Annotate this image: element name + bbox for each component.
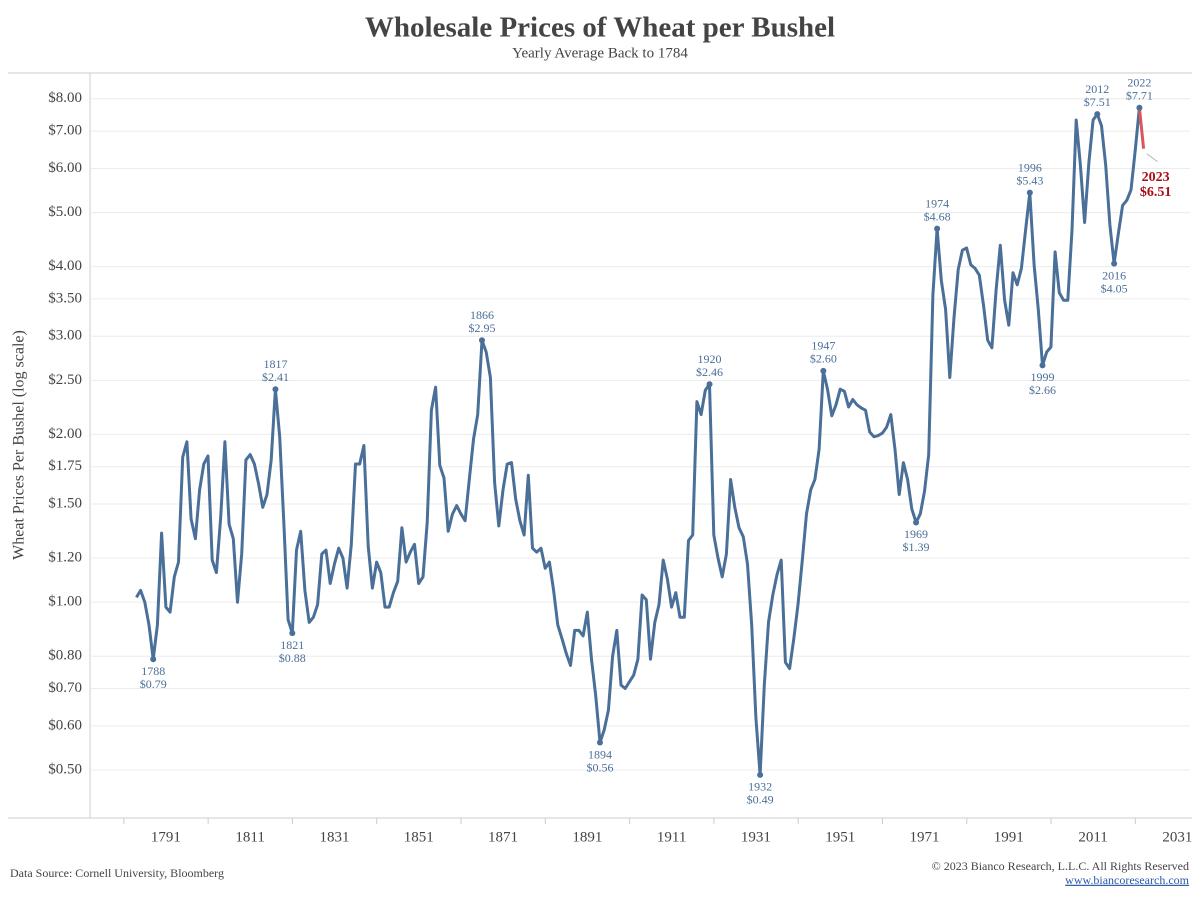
y-tick-label: $0.50 [48,761,82,777]
x-tick-label: 1791 [151,829,181,845]
annotation-value: $2.41 [262,370,289,384]
chart-subtitle: Yearly Average Back to 1784 [512,45,688,61]
annotation-value: $1.39 [903,540,930,554]
copyright: © 2023 Bianco Research, L.L.C. All Right… [932,859,1189,873]
x-tick-label: 1891 [572,829,602,845]
y-tick-label: $1.00 [48,594,82,610]
annotation-dot [272,386,279,393]
y-tick-label: $3.00 [48,328,82,344]
annotation-year: 1894 [588,747,612,761]
annotation-dot [289,630,296,637]
annotation-year: 1920 [698,352,722,366]
annotation-value: $0.56 [586,760,613,774]
x-tick-label: 1871 [488,829,518,845]
annotation-value: $2.46 [696,365,723,379]
y-tick-label: $0.60 [48,717,82,733]
y-tick-label: $1.75 [48,458,82,474]
annotation-dot [1136,104,1143,111]
annotation-value: $5.43 [1016,173,1043,187]
x-tick-label: 1911 [657,829,686,845]
annotation-year: 1817 [263,357,287,371]
y-tick-label: $6.00 [48,160,82,176]
annotation-dot [757,771,764,778]
x-tick-label: 1831 [319,829,349,845]
leader-line [1146,153,1158,163]
x-tick-label: 1991 [994,829,1024,845]
annotation-value: $4.05 [1101,281,1128,295]
annotation-dot [1111,260,1118,267]
annotation-year: 2022 [1127,75,1151,89]
annotation-value: $2.60 [810,352,837,366]
annotation-value: $0.79 [140,677,167,691]
x-tick-label: 1971 [909,829,939,845]
annotation-year: 1999 [1030,370,1054,384]
price-line [1137,107,1146,149]
x-tick-label: 2031 [1162,829,1192,845]
y-tick-label: $8.00 [48,90,82,106]
annotation-value: $7.51 [1084,95,1111,109]
annotation-dot [596,739,603,746]
y-tick-label: $2.00 [48,426,82,442]
annotation-dot [934,225,941,232]
x-tick-label: 1851 [404,829,434,845]
x-tick-label: 1811 [235,829,264,845]
x-tick-label: 1931 [741,829,771,845]
price-line [135,107,1141,777]
annotation-value: $2.95 [468,321,495,335]
annotation-value: $4.68 [924,209,951,223]
annotation-dot [820,367,827,374]
source: Data Source: Cornell University, Bloombe… [10,866,224,880]
y-tick-label: $5.00 [48,204,82,220]
annotation-year: 2012 [1085,82,1109,96]
y-tick-label: $0.80 [48,648,82,664]
y-tick-label: $1.20 [48,549,82,565]
annotation-dot [1039,362,1046,369]
annotation-year: 2023 [1142,170,1170,185]
y-tick-label: $3.50 [48,290,82,306]
annotation-year: 1788 [141,664,165,678]
chart-title: Wholesale Prices of Wheat per Bushel [365,12,835,44]
annotation-year: 1974 [925,196,949,210]
y-tick-label: $2.50 [48,372,82,388]
annotation-dot [150,656,157,663]
annotation-dot [1026,189,1033,196]
y-tick-label: $4.00 [48,258,82,274]
annotation-value: $0.88 [279,651,306,665]
annotation-dot [478,337,485,344]
x-tick-label: 1951 [825,829,855,845]
annotation-year: 1866 [470,308,494,322]
annotation-year: 1996 [1018,160,1042,174]
annotation-value: $2.66 [1029,383,1056,397]
y-tick-label: $1.50 [48,495,82,511]
annotation-value: $0.49 [747,793,774,807]
annotation-dot [1094,111,1101,118]
annotation-year: 2016 [1102,268,1126,282]
annotation-year: 1821 [280,638,304,652]
y-tick-label: $0.70 [48,680,82,696]
annotation-dot [706,381,713,388]
annotation-year: 1947 [811,339,835,353]
annotation-year: 1932 [748,780,772,794]
y-tick-label: $7.00 [48,123,82,139]
annotation-value: $6.51 [1140,185,1172,200]
x-tick-label: 2011 [1078,829,1107,845]
annotation-value: $7.71 [1126,88,1153,102]
annotation-dot [913,519,920,526]
annotation-year: 1969 [904,527,928,541]
y-axis-label: Wheat Prices Per Bushel (log scale) [11,330,28,560]
website[interactable]: www.biancoresearch.com [1065,873,1189,887]
